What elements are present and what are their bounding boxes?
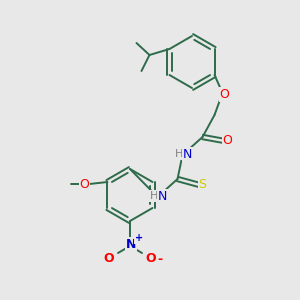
Text: S: S [199,178,206,191]
Text: -: - [158,254,163,266]
Text: O: O [104,253,114,266]
Text: H: H [175,149,184,159]
Text: N: N [158,190,167,202]
Text: H: H [150,191,159,201]
Text: O: O [146,253,156,266]
Text: O: O [220,88,230,100]
Text: N: N [183,148,192,160]
Text: O: O [80,178,89,190]
Text: O: O [223,134,232,148]
Text: N: N [126,238,136,250]
Text: +: + [135,233,143,243]
